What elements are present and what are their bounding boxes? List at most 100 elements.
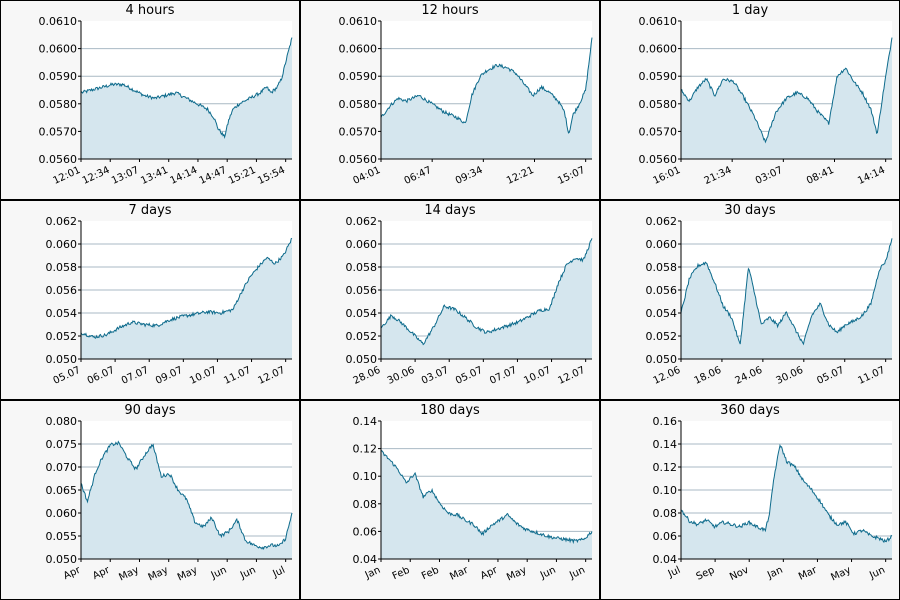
y-tick-label: 0.0590 (639, 70, 678, 83)
y-tick-label: 0.054 (346, 307, 378, 320)
x-tick-label: 03:07 (754, 165, 785, 187)
x-tick-label: Jun (209, 565, 229, 582)
x-tick-label: 28.06 (352, 365, 383, 387)
series-area (381, 37, 592, 159)
y-tick-label: 0.12 (353, 443, 378, 456)
x-tick-label: 12.06 (652, 365, 683, 387)
y-tick-label: 0.060 (46, 507, 78, 520)
x-tick-label: May (147, 565, 170, 584)
series-area (681, 445, 892, 559)
x-tick-label: 15:21 (227, 165, 258, 187)
y-tick-label: 0.060 (346, 238, 378, 251)
x-tick-label: 04:01 (351, 165, 382, 187)
x-tick-label: 11.07 (222, 365, 253, 387)
x-tick-label: Feb (391, 565, 412, 582)
x-tick-label: 14:14 (168, 165, 199, 187)
x-tick-label: 30.06 (774, 365, 805, 387)
chart-svg: 0.0560 0.0570 0.0580 0.0590 0.0600 0.0610 16:0… (639, 15, 893, 187)
x-tick-label: 12.07 (556, 365, 587, 387)
x-tick-label: 12:21 (505, 165, 536, 187)
chart-svg: 0.050 0.055 0.060 0.065 0.070 0.075 0.080 Apr Ap… (46, 415, 293, 584)
chart-panel: 30 days 0.050 0.052 0.054 0.056 0.058 0.060 0.0… (600, 200, 900, 400)
y-tick-label: 0.054 (46, 307, 78, 320)
y-tick-label: 0.052 (46, 330, 78, 343)
y-tick-label: 0.052 (646, 330, 678, 343)
y-tick-label: 0.0570 (339, 125, 378, 138)
x-tick-label: 03.07 (420, 365, 451, 387)
x-tick-label: 06:47 (403, 165, 434, 187)
y-tick-label: 0.058 (46, 261, 78, 274)
chart-panel: 12 hours 0.0560 0.0570 0.0580 0.0590 0.0600 0.… (300, 0, 600, 200)
x-tick-label: Apr (479, 564, 500, 582)
chart-title: 12 hours (421, 3, 479, 18)
chart-title: 14 days (424, 203, 476, 218)
x-tick-label: 10.07 (188, 365, 219, 387)
y-tick-label: 0.070 (46, 461, 78, 474)
chart-svg: 0.04 0.06 0.08 0.10 0.12 0.14 0.16 Jul Sep Nov Jan… (653, 415, 893, 584)
y-tick-label: 0.06 (353, 525, 378, 538)
y-tick-label: 0.0580 (339, 98, 378, 111)
chart-title: 360 days (720, 403, 780, 418)
y-tick-label: 0.10 (653, 484, 678, 497)
x-tick-label: 14:47 (198, 165, 229, 187)
y-tick-label: 0.056 (46, 284, 78, 297)
x-tick-label: Jul (270, 565, 287, 580)
y-tick-label: 0.055 (46, 530, 78, 543)
chart-svg: 0.0560 0.0570 0.0580 0.0590 0.0600 0.0610 12:0… (39, 15, 293, 187)
x-tick-label: 05.07 (454, 365, 485, 387)
series-area (81, 441, 292, 559)
y-tick-label: 0.0590 (339, 70, 378, 83)
series-area (81, 238, 292, 359)
chart-svg: 0.050 0.052 0.054 0.056 0.058 0.060 0.062 28.06… (346, 215, 593, 387)
x-tick-label: May (829, 565, 852, 584)
x-tick-label: Sep (695, 565, 717, 583)
y-tick-label: 0.12 (653, 461, 678, 474)
series-area (681, 238, 892, 359)
chart-panel: 4 hours 0.0560 0.0570 0.0580 0.0590 0.0600 0.0… (0, 0, 300, 200)
chart-panel: 360 days 0.04 0.06 0.08 0.10 0.12 0.14 0.16 Jul S… (600, 400, 900, 600)
chart-title: 1 day (731, 3, 769, 18)
x-tick-label: Jun (238, 565, 258, 582)
x-tick-label: Mar (797, 564, 820, 582)
x-tick-label: Jun (567, 565, 587, 582)
y-tick-label: 0.04 (653, 553, 678, 566)
y-tick-label: 0.062 (646, 215, 678, 228)
chart-title: 30 days (724, 203, 776, 218)
x-tick-label: Jul (666, 565, 683, 580)
chart-title: 180 days (420, 403, 480, 418)
x-tick-label: Jun (867, 565, 887, 582)
chart-panel: 90 days 0.050 0.055 0.060 0.065 0.070 0.075 0.0… (0, 400, 300, 600)
series-line (380, 238, 593, 346)
series-area (381, 238, 592, 359)
y-tick-label: 0.08 (353, 498, 378, 511)
x-tick-label: Nov (728, 565, 750, 583)
x-tick-label: Jan (363, 565, 383, 582)
y-tick-label: 0.050 (46, 553, 78, 566)
chart-title: 4 hours (125, 3, 175, 18)
series-line (80, 237, 293, 339)
x-tick-label: 14:14 (856, 165, 887, 187)
x-tick-label: 13:07 (110, 165, 141, 187)
series-line (680, 443, 893, 544)
x-tick-label: 05.07 (815, 365, 846, 387)
x-tick-label: 15:07 (556, 165, 587, 187)
x-tick-label: 11.07 (856, 365, 887, 387)
chart-svg: 0.050 0.052 0.054 0.056 0.058 0.060 0.062 12.06… (646, 215, 893, 387)
x-tick-label: 09.07 (154, 365, 185, 387)
y-tick-label: 0.0600 (339, 43, 378, 56)
series-area (381, 450, 592, 559)
x-tick-label: Mar (448, 564, 471, 582)
chart-svg: 0.050 0.052 0.054 0.056 0.058 0.060 0.062 05.07… (46, 215, 293, 387)
x-tick-label: Jun (538, 565, 558, 582)
x-tick-label: Feb (420, 565, 441, 582)
x-tick-label: Apr (62, 564, 83, 582)
y-tick-label: 0.0580 (39, 98, 78, 111)
y-tick-label: 0.0610 (39, 15, 78, 28)
x-tick-label: 12:34 (81, 165, 112, 187)
x-tick-label: 10.07 (522, 365, 553, 387)
x-tick-label: 05.07 (52, 365, 83, 387)
y-tick-label: 0.058 (646, 261, 678, 274)
series-line (80, 440, 293, 550)
chart-panel: 7 days 0.050 0.052 0.054 0.056 0.058 0.060 0.06… (0, 200, 300, 400)
